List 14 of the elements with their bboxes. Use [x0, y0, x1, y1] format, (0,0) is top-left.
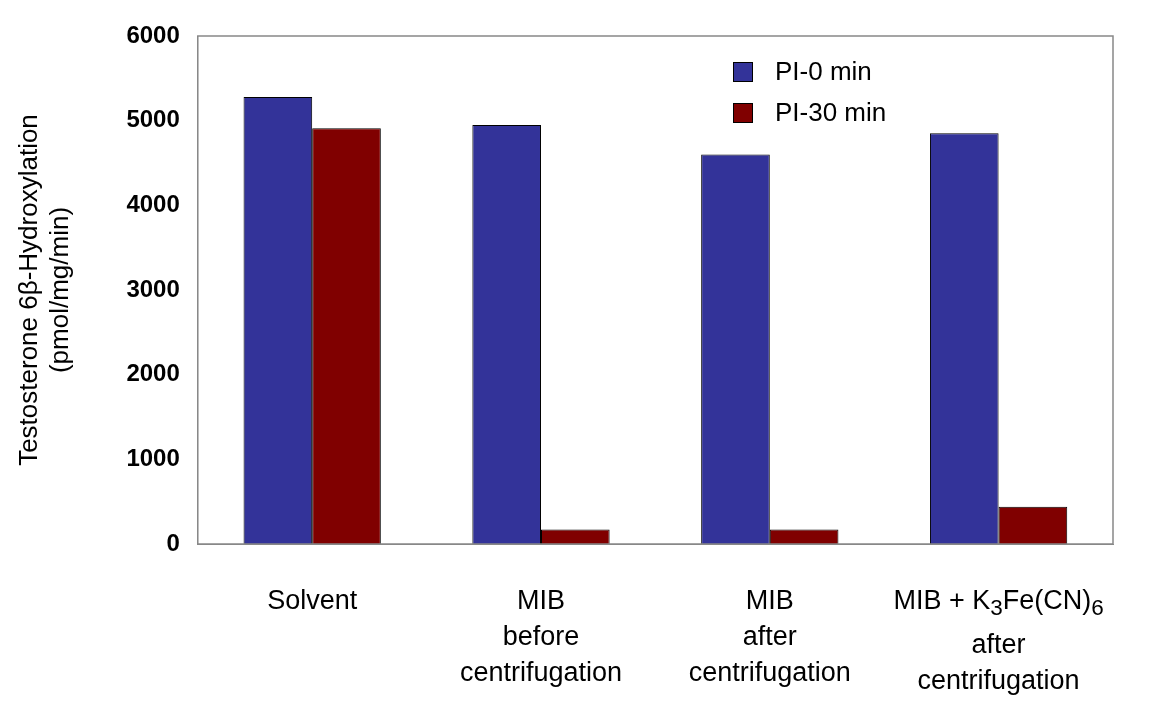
x-tick-label: Solvent [267, 584, 358, 617]
x-tick-label: MIB before centrifugation [459, 584, 623, 689]
y-tick-label: 4000 [126, 189, 180, 217]
y-tick-label: 3000 [126, 274, 180, 302]
legend-label: PI-30 min [775, 97, 887, 128]
y-tick-label: 2000 [126, 359, 180, 387]
y-tick-label: 6000 [126, 20, 180, 48]
y-tick-label: 0 [166, 528, 180, 556]
y-tick-label: 5000 [126, 105, 180, 133]
category-label: MIB + K$_{3}$Fe(CN)$_{6}$ after centrifugation [893, 585, 1104, 696]
y-tick-label: 1000 [126, 443, 180, 471]
legend-label: PI-0 min [775, 56, 872, 87]
x-tick-label: MIB after centrifugation [688, 584, 851, 689]
y-axis-title: Testosterone 6β-Hydroxylation (pmol/mg/min) [12, 114, 74, 466]
